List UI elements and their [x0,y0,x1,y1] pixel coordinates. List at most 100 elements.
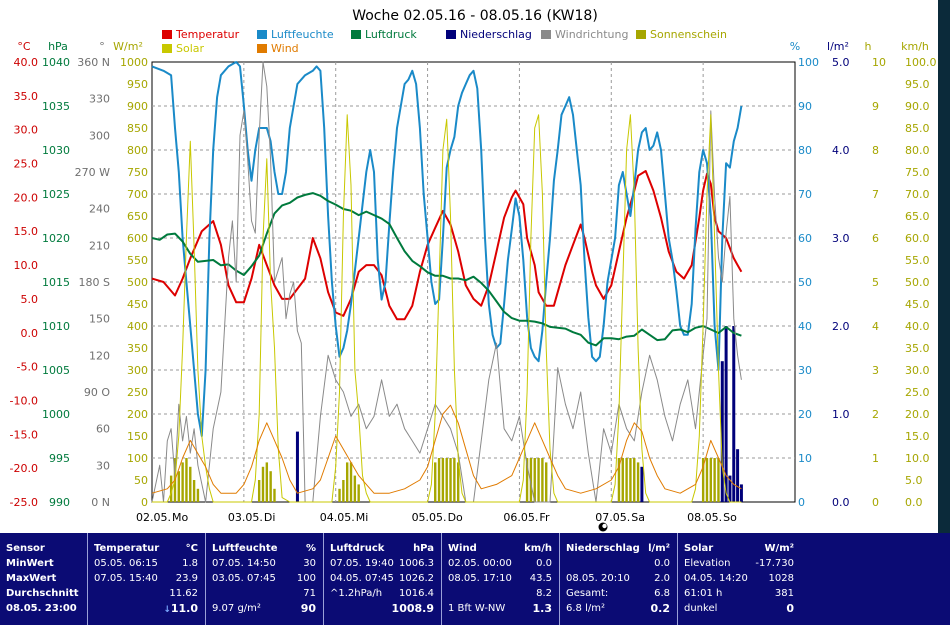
axis-tick-wind: 50.0 [905,276,930,289]
axis-tick-temperature: -25.0 [10,496,38,509]
stats-rain-unit: l/m² [648,543,670,554]
x-tick-weekday: Sa [631,511,645,524]
axis-tick-pressure: 1015 [42,276,70,289]
axis-tick-solar: 400 [127,320,148,333]
chart-title: Woche 02.05.16 - 08.05.16 (KW18) [352,8,598,24]
legend-swatch-7 [257,44,267,53]
axis-tick-rain: 0.0 [832,496,850,509]
axis-tick-pressure: 990 [49,496,70,509]
axis-tick-humidity: 70 [798,188,812,201]
axis-tick-pressure: 1035 [42,100,70,113]
axis-unit-temperature: °C [17,40,31,53]
axis-tick-temperature: 0.0 [21,327,39,340]
x-tick-date: 03.05. [228,511,263,524]
rain-bar [732,326,736,502]
x-tick-date: 04.05. [320,511,355,524]
axis-tick-solar: 350 [127,342,148,355]
sunshine-bar [537,458,540,502]
stats-wind-min: 0.0 [536,558,552,569]
sunshine-bar [189,466,192,502]
stats-solar-avg: 381 [774,588,794,599]
axis-tick-wind: 35.0 [905,342,930,355]
axis-tick-pressure: 1020 [42,232,70,245]
stats-rain-min: 0.0 [654,558,670,569]
stats-humidity-current: 90 [300,602,316,615]
stats-wind-min-time: 02.05. 00:00 [448,558,512,569]
stats-solar-hours: 61:01 h [684,588,723,599]
sunshine-bar [345,462,349,502]
rain-bar [295,431,299,502]
rain-bar [739,484,743,502]
stats-rain-header: Niederschlag [566,543,640,554]
axis-tick-rain: 2.0 [832,320,850,333]
axis-tick-solar: 700 [127,188,148,201]
series-line-wind [151,404,742,494]
stats-rain-sum: 6.8 l/m² [566,603,605,614]
stats-solar-current: 0 [786,602,794,615]
sunshine-bar [265,462,269,502]
stats-pressure-max-time: 04.05. 07:45 [330,573,394,584]
stats-temperature-min: 1.8 [182,558,198,569]
axis-tick-humidity: 60 [798,232,812,245]
axis-tick-wind: 5.0 [905,474,923,487]
axis-tick-pressure: 1000 [42,408,70,421]
series-line-windrichtung [151,61,742,503]
stats-solar-elevation-label: Elevation [684,558,731,569]
legend-swatch-4 [541,30,551,39]
sunshine-bar [453,458,456,502]
x-tick-weekday: So [723,511,737,524]
stats-humidity-avg: 71 [303,588,316,599]
axis-tick-wind: 75.0 [905,166,930,179]
sunshine-bar [621,458,624,502]
axis-tick-sunshine: 4 [872,320,879,333]
axis-tick-direction: 120 [89,349,110,362]
axis-tick-direction: 30 [96,459,110,472]
legend-label-6: Solar [176,42,205,55]
stats-pressure-header: Luftdruck [330,543,385,554]
axis-tick-solar: 950 [127,78,148,91]
stats-solar-unit: W/m² [764,543,794,554]
stats-col-rain: Niederschlag l/m² 0.0 08.05. 20:10 2.0 Ges… [560,533,676,625]
axis-tick-solar: 850 [127,122,148,135]
sunshine-bar [456,462,460,502]
axis-tick-wind: 100.0 [905,56,937,69]
axis-tick-rain: 3.0 [832,232,850,245]
x-tick-weekday: Fr [539,511,550,524]
axis-tick-wind: 10.0 [905,452,930,465]
axis-tick-sunshine: 8 [872,144,879,157]
axis-tick-temperature: 25.0 [14,158,39,171]
axis-tick-sunshine: 7 [872,188,879,201]
sunshine-bar [434,462,437,502]
stats-pressure-max: 1026.2 [399,573,434,584]
axis-tick-direction: 90 O [84,386,110,399]
legend-swatch-0 [162,30,172,39]
axis-tick-temperature: 35.0 [14,90,39,103]
axis-tick-wind: 55.0 [905,254,930,267]
stats-temperature-avg: 11.62 [169,588,198,599]
sunshine-bar [196,488,200,502]
axis-tick-sunshine: 10 [872,56,886,69]
sunshine-bar [449,458,452,502]
axis-tick-pressure: 995 [49,452,70,465]
legend-swatch-1 [257,30,267,39]
stats-humidity-abs: 9.07 g/m² [212,603,261,614]
axis-tick-sunshine: 0 [872,496,879,509]
stats-solar-state: dunkel [684,603,718,614]
axis-tick-pressure: 1010 [42,320,70,333]
axis-tick-sunshine: 2 [872,408,879,421]
sunshine-bar [617,458,621,502]
stats-solar-header: Solar [684,543,714,554]
legend-label-7: Wind [271,42,299,55]
stats-col-wind: Wind km/h 02.05. 00:00 0.0 08.05. 17:10 43.… [442,533,558,625]
sunshine-bar [633,458,636,502]
x-tick-date: 05.05. [412,511,447,524]
sunshine-bar [533,458,536,502]
axis-tick-humidity: 40 [798,320,812,333]
axis-tick-solar: 300 [127,364,148,377]
axis-tick-humidity: 30 [798,364,812,377]
series-line-luftfeuchte [151,61,743,437]
sunshine-bar [529,458,533,502]
stats-pressure-trend: ^1.2hPa/h [330,588,383,599]
weather-chart: Woche 02.05.16 - 08.05.16 (KW18) Tempera… [9,0,950,533]
legend-label-5: Sonnenschein [650,28,727,41]
